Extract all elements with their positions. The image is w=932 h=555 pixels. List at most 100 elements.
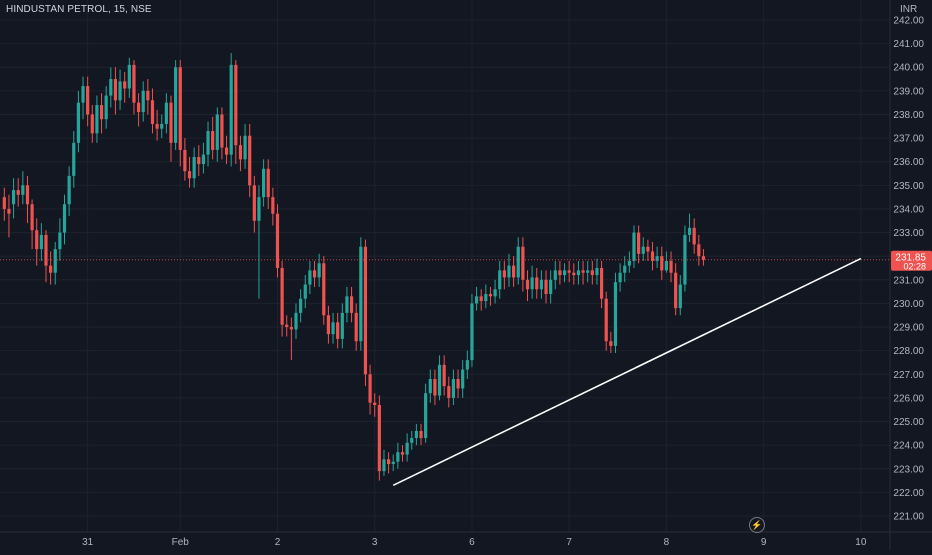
candle-body — [169, 102, 173, 143]
y-tick-label: 239.00 — [893, 86, 924, 97]
candle — [30, 199, 34, 250]
candle-body — [192, 156, 196, 179]
candle-body — [646, 246, 650, 252]
candle — [544, 270, 548, 304]
y-tick-label: 229.00 — [893, 323, 924, 334]
candle-body — [391, 461, 395, 465]
candle-body — [266, 168, 270, 198]
y-tick-label: 241.00 — [893, 39, 924, 50]
candle-body — [655, 256, 659, 261]
candle-body — [99, 105, 104, 120]
candle — [474, 286, 479, 311]
candle — [549, 270, 553, 304]
candle-body — [586, 270, 590, 273]
candle — [132, 60, 136, 115]
candle-body — [660, 256, 664, 271]
candle-body — [558, 270, 562, 276]
candle — [683, 225, 687, 292]
candle-body — [618, 272, 622, 283]
candle-body — [363, 246, 368, 375]
candle-body — [201, 154, 206, 165]
candle-body — [669, 260, 673, 273]
candle-body — [136, 102, 141, 113]
candle — [53, 242, 57, 285]
candle-body — [2, 197, 6, 209]
candle-body — [530, 277, 534, 290]
candle — [266, 159, 270, 209]
candle — [451, 369, 456, 405]
candle — [678, 275, 682, 316]
candle — [25, 175, 30, 224]
candle-body — [349, 296, 354, 313]
candle — [160, 114, 164, 139]
candle-body — [308, 270, 312, 285]
candle — [516, 237, 520, 285]
candle-body — [604, 298, 608, 342]
candle — [285, 315, 289, 337]
candle — [187, 156, 192, 188]
candle — [414, 423, 418, 446]
candle-body — [627, 260, 631, 266]
candle-body — [238, 145, 243, 160]
candle — [553, 260, 557, 290]
candle — [16, 178, 20, 207]
candle — [275, 204, 280, 278]
candle — [72, 131, 76, 188]
candle — [238, 135, 243, 172]
candle-body — [16, 190, 20, 195]
candle-body — [53, 249, 57, 273]
candle-body — [261, 168, 266, 198]
candle-body — [498, 270, 502, 290]
candle-body — [410, 438, 414, 443]
candle-body — [81, 86, 85, 103]
candle — [118, 69, 122, 110]
candle-body — [553, 270, 557, 280]
candle-body — [86, 86, 90, 115]
x-tick-label: Feb — [172, 537, 190, 548]
candle-body — [211, 131, 215, 150]
candle-body — [525, 279, 530, 290]
candle — [289, 317, 293, 361]
candle-body — [174, 67, 178, 143]
candle-body — [516, 246, 520, 278]
candle — [391, 454, 395, 472]
candle — [576, 260, 581, 285]
candle-body — [234, 64, 238, 146]
candle — [359, 237, 363, 351]
y-tick-label: 228.00 — [893, 346, 924, 357]
candle — [502, 260, 506, 290]
candle — [206, 121, 210, 167]
candle-body — [414, 430, 418, 439]
candle-body — [150, 100, 155, 124]
candle-body — [387, 459, 391, 465]
candle — [604, 291, 608, 351]
candle-body — [229, 64, 233, 155]
candle — [382, 449, 386, 476]
candle-body — [428, 379, 432, 394]
candle — [461, 360, 465, 398]
candle-body — [67, 175, 71, 205]
candle — [81, 76, 85, 120]
candle — [674, 263, 678, 316]
candle-body — [35, 230, 39, 250]
candle-body — [562, 270, 567, 276]
candle — [470, 293, 474, 368]
y-tick-label: 221.00 — [893, 512, 924, 523]
candle — [558, 260, 562, 285]
candle-body — [678, 284, 682, 309]
candle — [581, 260, 585, 285]
candle-body — [95, 105, 99, 134]
candle — [428, 369, 432, 403]
candle-body — [354, 312, 358, 342]
candle — [465, 350, 469, 380]
candle — [525, 270, 530, 302]
candle — [493, 279, 497, 304]
candle — [201, 142, 206, 174]
candle — [697, 234, 701, 266]
candle — [572, 263, 576, 285]
candle — [104, 86, 108, 129]
lightning-icon[interactable]: ⚡ — [749, 517, 765, 533]
candle-body — [442, 364, 446, 387]
